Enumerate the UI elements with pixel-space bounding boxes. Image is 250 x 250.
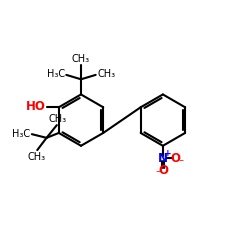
Text: ⁻: ⁻ xyxy=(155,170,160,179)
Text: HO: HO xyxy=(26,100,45,113)
Text: CH₃: CH₃ xyxy=(97,70,115,80)
Text: H₃C: H₃C xyxy=(47,70,65,80)
Text: ⁻: ⁻ xyxy=(178,158,183,168)
Text: O: O xyxy=(158,164,168,177)
Text: H₃C: H₃C xyxy=(12,129,30,139)
Text: CH₃: CH₃ xyxy=(27,152,45,162)
Text: O: O xyxy=(170,152,180,165)
Text: CH₃: CH₃ xyxy=(72,54,90,64)
Text: +: + xyxy=(164,149,172,158)
Text: CH₃: CH₃ xyxy=(49,114,67,124)
Text: N: N xyxy=(158,152,168,165)
